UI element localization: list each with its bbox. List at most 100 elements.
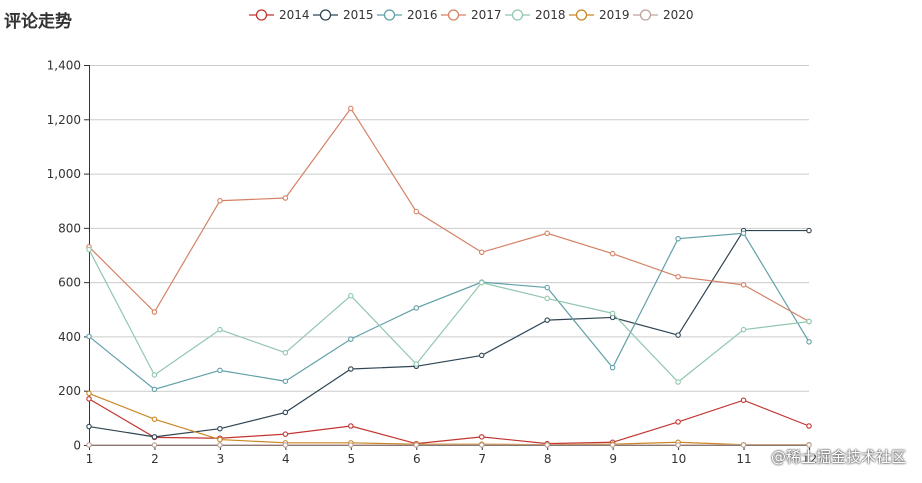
- point-2015-12: [806, 227, 812, 234]
- point-2016-8: [544, 284, 550, 291]
- x-tick-label: 11: [736, 452, 751, 466]
- point-2020-6: [413, 442, 420, 448]
- point-2014-5: [348, 423, 354, 429]
- x-tick-label: 2: [151, 452, 159, 466]
- chart-title: 评论走势: [4, 12, 72, 32]
- point-2018-9: [609, 310, 616, 317]
- x-tick-label: 3: [217, 452, 225, 466]
- point-2015-8: [544, 317, 550, 323]
- legend-marker-2016: [383, 9, 396, 21]
- point-2014-1: [86, 396, 92, 402]
- legend-marker-2017: [447, 9, 460, 21]
- legend-marker-2019: [575, 9, 588, 21]
- point-2016-3: [217, 367, 223, 374]
- legend-label: 2019: [599, 8, 630, 22]
- point-2018-4: [282, 349, 289, 356]
- legend-item-2017[interactable]: 2017: [441, 8, 502, 22]
- point-2016-11: [740, 230, 747, 237]
- legend-label: 2020: [663, 8, 694, 22]
- legend-item-2015[interactable]: 2015: [313, 8, 374, 22]
- point-2020-4: [282, 442, 289, 448]
- series-line-2016: [88, 232, 810, 391]
- series-line-2018: [88, 249, 810, 383]
- point-2016-6: [413, 305, 420, 311]
- point-2017-6: [413, 208, 420, 215]
- point-2017-11: [740, 282, 747, 288]
- point-2020-7: [478, 442, 485, 448]
- x-tick-label: 8: [544, 452, 552, 466]
- y-axis: 0 200 400 600 800 1,000 1,200 1,400: [47, 59, 90, 453]
- point-2014-7: [478, 434, 485, 440]
- point-2017-5: [348, 105, 354, 112]
- point-2018-8: [544, 295, 550, 302]
- point-2018-7: [478, 279, 485, 286]
- point-2016-9: [609, 364, 616, 371]
- point-2015-4: [282, 409, 289, 416]
- point-2020-11: [740, 442, 747, 448]
- point-2019-2: [151, 416, 158, 422]
- point-2017-7: [478, 249, 485, 256]
- x-tick-label: 1: [86, 452, 94, 466]
- point-2019-3: [217, 436, 223, 443]
- y-tick-label: 400: [58, 330, 81, 344]
- point-2019-1: [86, 390, 92, 397]
- x-tick-label: 12: [802, 452, 817, 466]
- point-2016-12: [806, 339, 812, 345]
- y-tick-label: 1,400: [47, 59, 81, 73]
- legend-label: 2015: [343, 8, 374, 22]
- legend-item-2018[interactable]: 2018: [505, 8, 566, 22]
- point-2017-3: [217, 197, 223, 204]
- legend[interactable]: 2014 2015 2016 2017 2018 2019 2020: [249, 8, 694, 22]
- series-line-2017: [88, 107, 810, 323]
- x-tick-label: 7: [478, 452, 486, 466]
- point-2018-3: [217, 326, 223, 333]
- point-2018-6: [413, 361, 420, 367]
- point-2017-8: [544, 230, 550, 237]
- legend-label: 2017: [471, 8, 502, 22]
- series-line-2014: [88, 398, 810, 445]
- point-2020-9: [609, 442, 616, 448]
- point-2018-11: [740, 326, 747, 333]
- point-2017-10: [675, 273, 681, 280]
- point-2016-10: [675, 235, 681, 242]
- x-axis: 1 2 3 4 5 6 7 8 9 10 11 12: [86, 445, 817, 466]
- y-tick-label: 1,200: [47, 113, 81, 127]
- point-2016-4: [282, 378, 289, 384]
- legend-item-2019[interactable]: 2019: [569, 8, 630, 22]
- series-line-2015: [88, 229, 809, 438]
- point-2020-12: [806, 442, 812, 448]
- point-2018-12: [806, 318, 812, 325]
- x-tick-label: 9: [609, 452, 617, 466]
- legend-item-2020[interactable]: 2020: [633, 8, 694, 22]
- x-tick-label: 6: [413, 452, 421, 466]
- x-tick-label: 5: [347, 452, 355, 466]
- y-tick-label: 800: [58, 221, 81, 235]
- point-2014-12: [806, 423, 812, 429]
- series-line-2019: [88, 392, 809, 446]
- point-2016-1: [86, 333, 92, 340]
- point-2015-10: [675, 332, 681, 338]
- point-2020-5: [348, 442, 354, 448]
- point-2018-2: [151, 372, 158, 378]
- point-2020-2: [151, 442, 158, 448]
- point-2016-5: [348, 336, 354, 342]
- x-tick-label: 10: [671, 452, 686, 466]
- point-2020-3: [217, 442, 223, 448]
- point-2017-2: [151, 309, 158, 315]
- point-2014-10: [675, 419, 681, 425]
- point-2020-8: [544, 442, 550, 448]
- point-2014-11: [740, 397, 747, 403]
- legend-item-2014[interactable]: 2014: [249, 8, 310, 22]
- legend-marker-2020: [639, 9, 652, 21]
- legend-label: 2014: [279, 8, 310, 22]
- legend-label: 2018: [535, 8, 566, 22]
- point-2016-2: [151, 386, 158, 393]
- point-2020-1: [86, 442, 92, 448]
- y-tick-label: 600: [58, 276, 81, 290]
- watermark: @稀土掘金技术社区: [770, 448, 906, 466]
- point-2018-10: [675, 379, 681, 385]
- legend-item-2016[interactable]: 2016: [377, 8, 438, 22]
- grid-lines: [89, 65, 809, 392]
- point-2018-1: [86, 246, 92, 253]
